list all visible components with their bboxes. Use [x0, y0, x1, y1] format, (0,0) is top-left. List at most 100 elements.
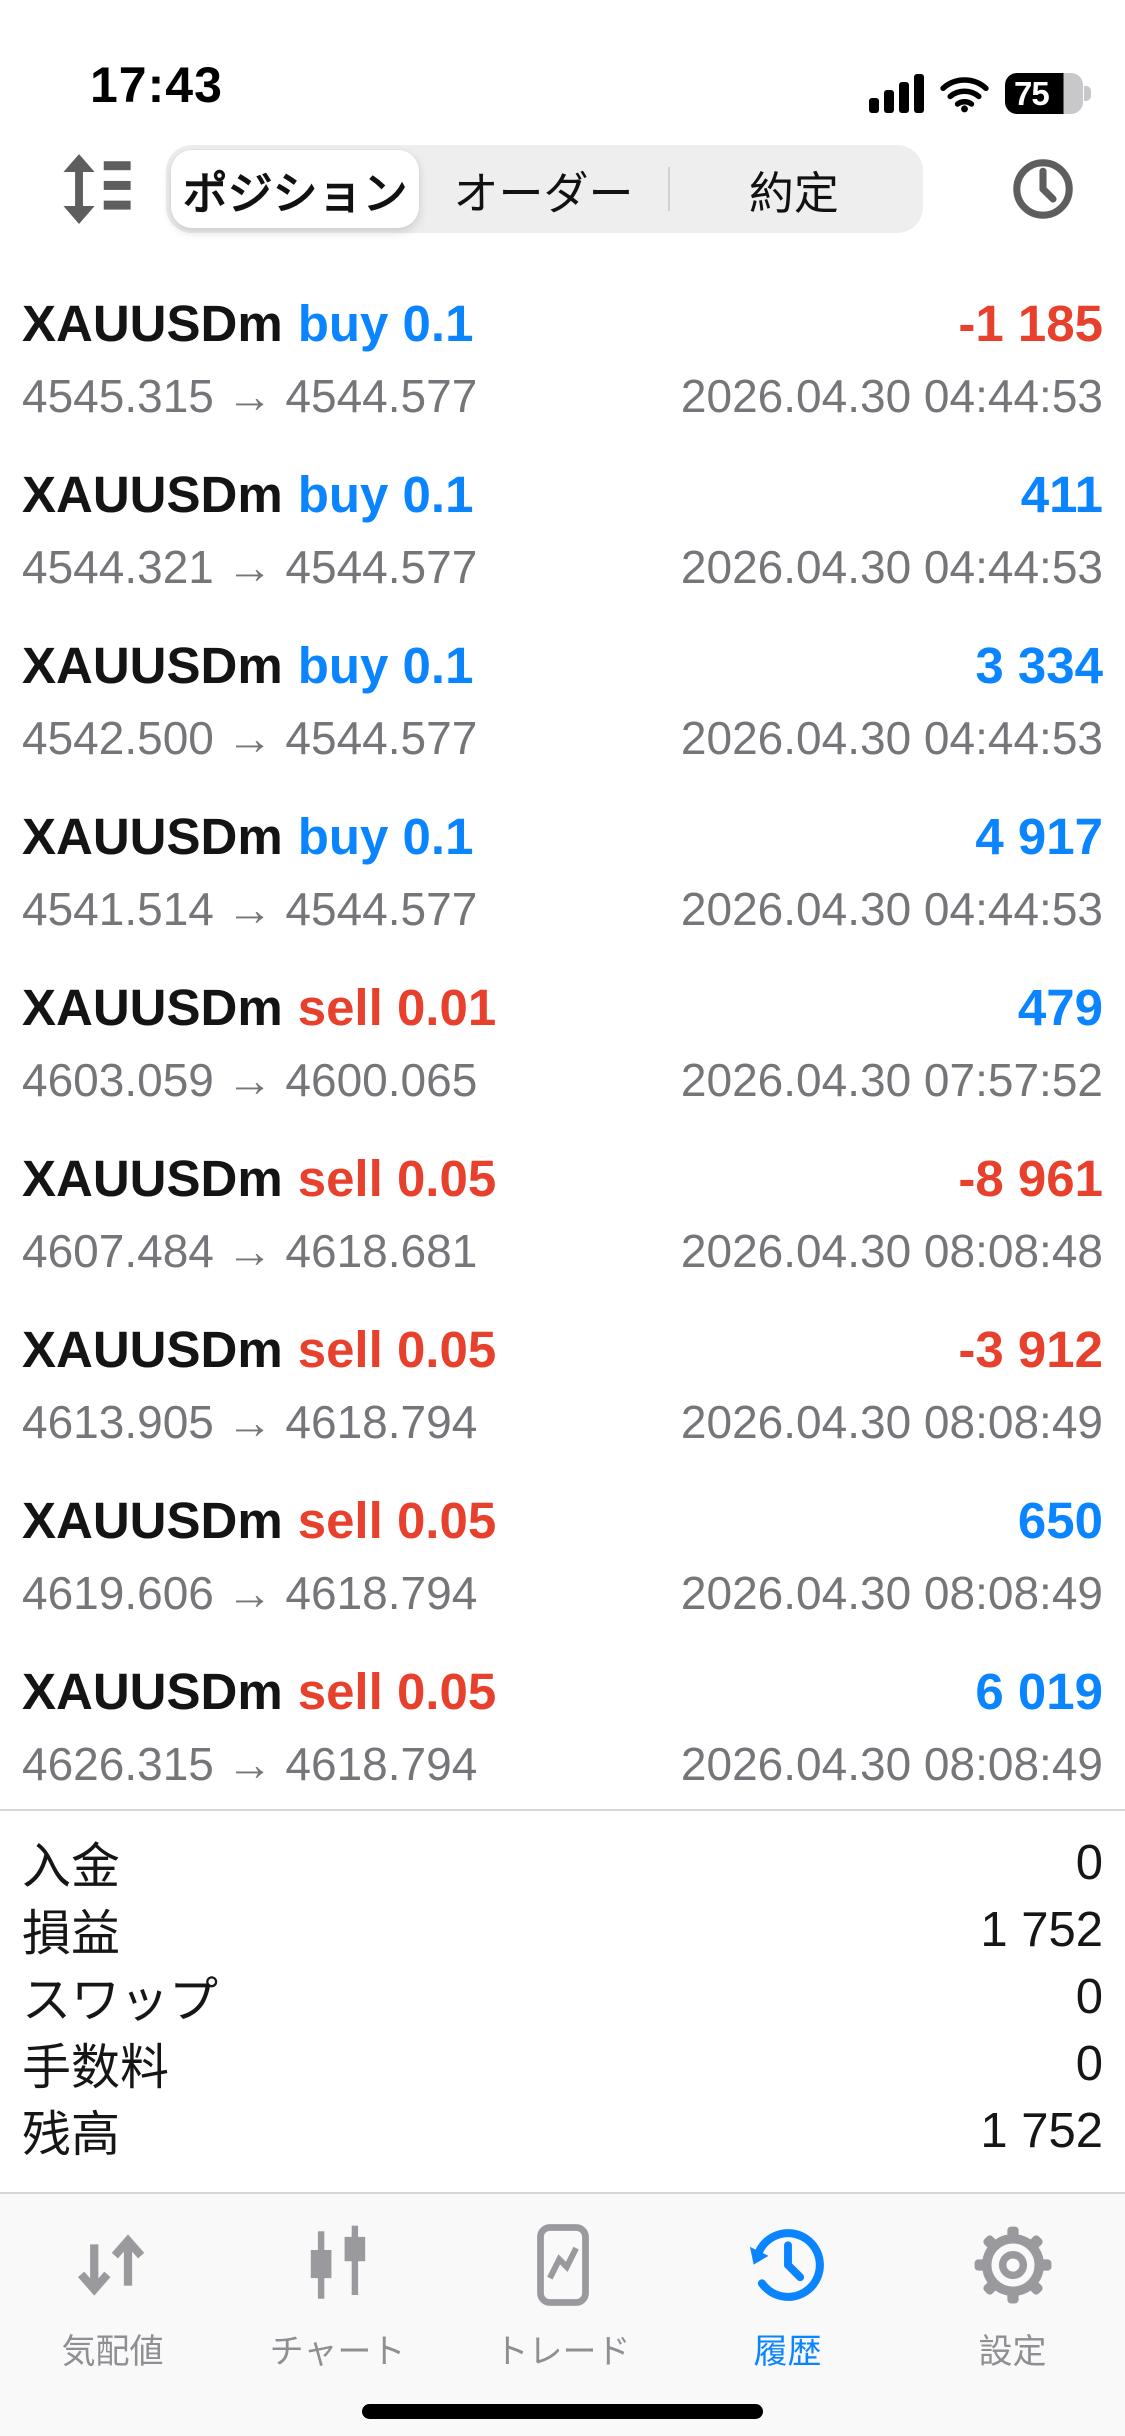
- trade-side-volume: buy 0.1: [297, 808, 474, 865]
- trade-prices: 4544.321 → 4544.577: [22, 541, 478, 593]
- summary-value: 1 752: [980, 1902, 1103, 1957]
- trade-side-volume: buy 0.1: [297, 637, 474, 694]
- trade-symbol: XAUUSDm: [22, 1663, 283, 1720]
- tab-quotes[interactable]: 気配値: [0, 2220, 225, 2436]
- trade-datetime: 2026.04.30 08:08:49: [680, 1396, 1103, 1448]
- trade-prices: 4626.315 → 4618.794: [22, 1738, 478, 1790]
- trade-side-volume: sell 0.01: [297, 979, 497, 1036]
- trade-datetime: 2026.04.30 08:08:49: [680, 1567, 1103, 1619]
- tab-history[interactable]: 履歴: [675, 2220, 900, 2436]
- trade-row[interactable]: XAUUSDm buy 0.1 4 917 4541.514 → 4544.57…: [0, 783, 1125, 954]
- cellular-signal-icon: [869, 74, 924, 113]
- trade-profit: -8 961: [958, 1150, 1103, 1207]
- tab-label: 設定: [978, 2333, 1047, 2371]
- summary-label: 入金: [22, 1840, 121, 1894]
- trade-row[interactable]: XAUUSDm buy 0.1 -1 185 4545.315 → 4544.5…: [0, 270, 1125, 441]
- trade-prices: 4542.500 → 4544.577: [22, 712, 478, 764]
- trade-row[interactable]: XAUUSDm sell 0.05 6 019 4626.315 → 4618.…: [0, 1638, 1125, 1809]
- trade-symbol: XAUUSDm: [22, 637, 283, 694]
- trade-symbol: XAUUSDm: [22, 295, 283, 352]
- trade-symbol: XAUUSDm: [22, 1492, 283, 1549]
- trade-datetime: 2026.04.30 04:44:53: [680, 712, 1103, 764]
- trade-profit: -3 912: [958, 1321, 1103, 1378]
- summary-value: 0: [1075, 2036, 1103, 2091]
- tab-trade[interactable]: トレード: [450, 2220, 675, 2436]
- battery-percent: 75: [1014, 74, 1050, 112]
- tab-settings[interactable]: 設定: [900, 2220, 1125, 2436]
- trade-chart-icon: [536, 2224, 589, 2306]
- trade-row[interactable]: XAUUSDm buy 0.1 3 334 4542.500 → 4544.57…: [0, 612, 1125, 783]
- summary-value: 0: [1075, 1969, 1103, 2024]
- trade-prices: 4619.606 → 4618.794: [22, 1567, 478, 1619]
- summary-row-profit: 損益 1 752: [22, 1896, 1103, 1963]
- trade-datetime: 2026.04.30 08:08:49: [680, 1738, 1103, 1790]
- trade-datetime: 2026.04.30 04:44:53: [680, 541, 1103, 593]
- trade-profit: 4 917: [975, 808, 1103, 865]
- trade-row[interactable]: XAUUSDm sell 0.01 479 4603.059 → 4600.06…: [0, 954, 1125, 1125]
- wifi-icon: [940, 76, 989, 112]
- home-indicator[interactable]: [362, 2404, 763, 2419]
- trade-symbol: XAUUSDm: [22, 979, 283, 1036]
- trade-datetime: 2026.04.30 07:57:52: [680, 1054, 1103, 1106]
- sort-button[interactable]: [40, 139, 145, 239]
- bottom-tab-bar: 気配値 チャート トレード 履歴: [0, 2194, 1125, 2436]
- candlestick-chart-icon: [310, 2225, 365, 2299]
- summary-row-balance: 残高 1 752: [22, 2097, 1103, 2164]
- summary-value: 1 752: [980, 2103, 1103, 2158]
- trade-side-volume: sell 0.05: [297, 1492, 497, 1549]
- segment-divider: [667, 167, 670, 211]
- trade-side-volume: sell 0.05: [297, 1321, 497, 1378]
- clock-icon: [1013, 159, 1073, 219]
- trade-profit: 6 019: [975, 1663, 1103, 1720]
- trade-prices: 4545.315 → 4544.577: [22, 370, 478, 422]
- quotes-arrows-icon: [77, 2234, 144, 2296]
- trade-history-list: XAUUSDm buy 0.1 -1 185 4545.315 → 4544.5…: [0, 246, 1125, 1809]
- trade-row[interactable]: XAUUSDm sell 0.05 -8 961 4607.484 → 4618…: [0, 1125, 1125, 1296]
- history-segmented-control: ポジション オーダー 約定: [166, 145, 923, 233]
- trade-row[interactable]: XAUUSDm buy 0.1 411 4544.321 → 4544.577 …: [0, 441, 1125, 612]
- history-period-button[interactable]: [1006, 139, 1080, 239]
- tab-label: トレード: [494, 2333, 631, 2371]
- summary-row-swap: スワップ 0: [22, 1963, 1103, 2030]
- summary-row-deposit: 入金 0: [22, 1829, 1103, 1896]
- trade-prices: 4603.059 → 4600.065: [22, 1054, 478, 1106]
- settings-gear-icon: [974, 2226, 1051, 2304]
- trade-profit: 479: [1017, 979, 1103, 1036]
- tab-label: 履歴: [753, 2333, 822, 2371]
- status-icons: 75: [869, 73, 1091, 114]
- tab-charts[interactable]: チャート: [225, 2220, 450, 2436]
- trade-row[interactable]: XAUUSDm sell 0.05 650 4619.606 → 4618.79…: [0, 1467, 1125, 1638]
- status-time: 17:43: [90, 57, 223, 113]
- account-summary: 入金 0 損益 1 752 スワップ 0 手数料 0 残高 1 752: [0, 1809, 1125, 2194]
- trade-row[interactable]: XAUUSDm sell 0.05 -3 912 4613.905 → 4618…: [0, 1296, 1125, 1467]
- trade-side-volume: buy 0.1: [297, 295, 474, 352]
- tab-positions[interactable]: ポジション: [171, 150, 420, 228]
- tab-orders[interactable]: オーダー: [419, 150, 667, 228]
- trade-symbol: XAUUSDm: [22, 466, 283, 523]
- sort-list-icon: [62, 154, 131, 224]
- summary-label: 損益: [22, 1907, 121, 1961]
- summary-label: スワップ: [22, 1974, 219, 2028]
- history-clock-icon: [749, 2229, 824, 2301]
- trade-profit: 3 334: [975, 637, 1103, 694]
- trade-prices: 4541.514 → 4544.577: [22, 883, 478, 935]
- history-toolbar: ポジション オーダー 約定: [0, 132, 1125, 246]
- trade-side-volume: sell 0.05: [297, 1663, 497, 1720]
- tab-label: チャート: [269, 2333, 406, 2371]
- trade-symbol: XAUUSDm: [22, 1321, 283, 1378]
- trade-prices: 4613.905 → 4618.794: [22, 1396, 478, 1448]
- status-bar: 17:43 75: [0, 0, 1125, 132]
- summary-label: 手数料: [22, 2041, 170, 2095]
- trade-side-volume: buy 0.1: [297, 466, 474, 523]
- trade-profit: 650: [1017, 1492, 1103, 1549]
- battery-icon: 75: [1005, 73, 1091, 114]
- trade-prices: 4607.484 → 4618.681: [22, 1225, 478, 1277]
- trade-datetime: 2026.04.30 04:44:53: [680, 370, 1103, 422]
- trade-profit: -1 185: [958, 295, 1103, 352]
- trade-side-volume: sell 0.05: [297, 1150, 497, 1207]
- summary-value: 0: [1075, 1835, 1103, 1890]
- summary-row-commission: 手数料 0: [22, 2030, 1103, 2097]
- tab-label: 気配値: [61, 2333, 164, 2371]
- tab-deals[interactable]: 約定: [670, 150, 918, 228]
